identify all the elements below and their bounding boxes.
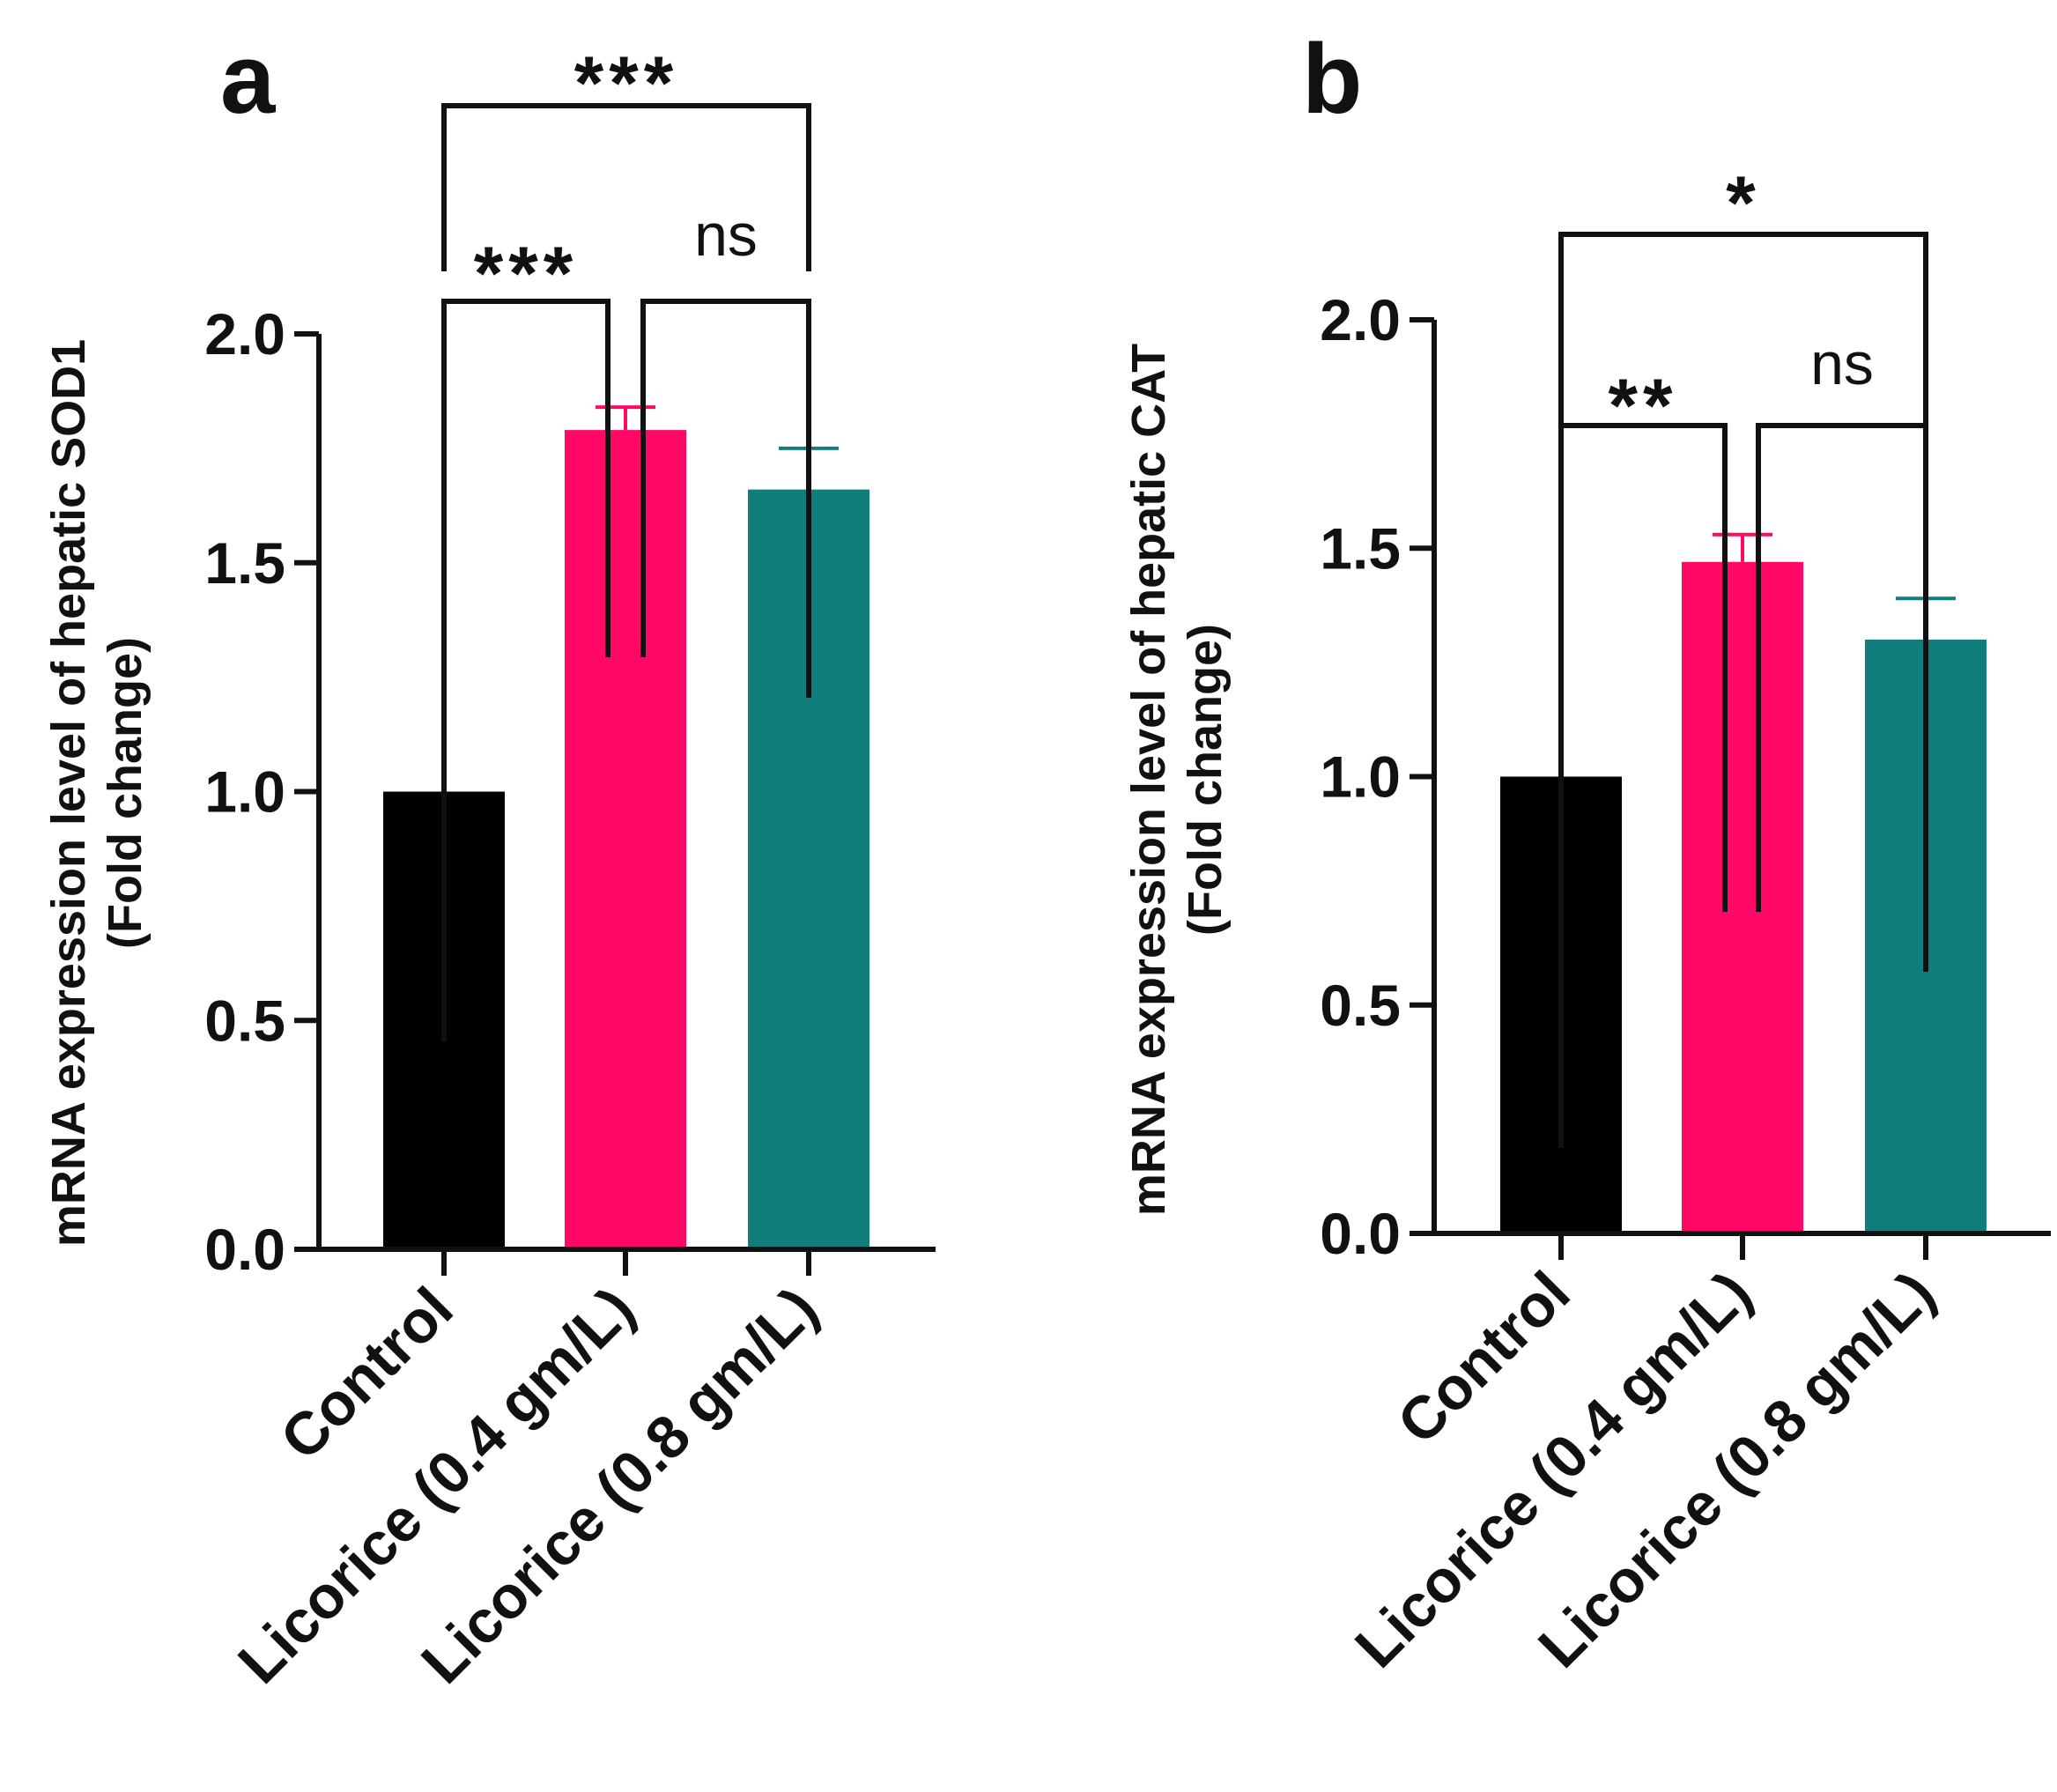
y-tick-label-b-0: 0.0 (1320, 1201, 1401, 1266)
significance-bracket-a-2 (640, 299, 811, 698)
significance-label-b-0: * (1726, 161, 1760, 246)
bar-a-licorice-04 (565, 430, 686, 1250)
significance-label-a-1: *** (474, 232, 578, 316)
significance-label-a-0: *** (574, 41, 678, 126)
y-axis-title-a-line2: (Fold change) (99, 637, 152, 949)
panel-a: a mRNA expression level of hepatic SOD1 … (42, 24, 936, 1696)
significance-bracket-b-0 (1558, 232, 1928, 525)
y-axis-title-b-line1: mRNA expression level of hepatic CAT (1122, 344, 1175, 1216)
y-tick-label-b-4: 2.0 (1320, 287, 1401, 352)
significance-bracket-b-2 (1756, 423, 1928, 972)
y-tick-label-a-1: 0.5 (204, 988, 285, 1053)
significance-label-a-2: ns (694, 202, 758, 269)
error-bar-a-licorice-04 (596, 405, 655, 431)
y-tick-label-a-4: 2.0 (204, 301, 285, 367)
y-tick-label-a-2: 1.0 (204, 759, 285, 825)
error-bar-b-licorice-04 (1713, 532, 1772, 562)
y-tick-label-a-3: 1.5 (204, 530, 285, 596)
bar-b-licorice-04 (1682, 561, 1803, 1233)
panel-letter-b: b (1302, 24, 1362, 134)
y-axis-title-a-line1: mRNA expression level of hepatic SOD1 (42, 339, 95, 1247)
y-tick-label-b-2: 1.0 (1320, 744, 1401, 810)
significance-label-b-2: ns (1810, 330, 1874, 397)
panel-b: b mRNA expression level of hepatic CAT (… (1122, 24, 2051, 1680)
significance-bracket-a-0 (441, 103, 811, 271)
panel-letter-a: a (220, 24, 276, 134)
y-axis-title-b-line2: (Fold change) (1179, 624, 1232, 936)
y-axis-title-a: mRNA expression level of hepatic SOD1 (F… (42, 339, 152, 1247)
y-tick-label-b-1: 0.5 (1320, 973, 1401, 1038)
significance-label-b-1: ** (1609, 364, 1678, 448)
y-tick-label-a-0: 0.0 (204, 1217, 285, 1282)
y-tick-label-b-3: 1.5 (1320, 515, 1401, 581)
y-axis-title-b: mRNA expression level of hepatic CAT (Fo… (1122, 344, 1232, 1216)
significance-bracket-a-1 (441, 299, 610, 1041)
significance-bracket-b-1 (1558, 423, 1728, 1148)
